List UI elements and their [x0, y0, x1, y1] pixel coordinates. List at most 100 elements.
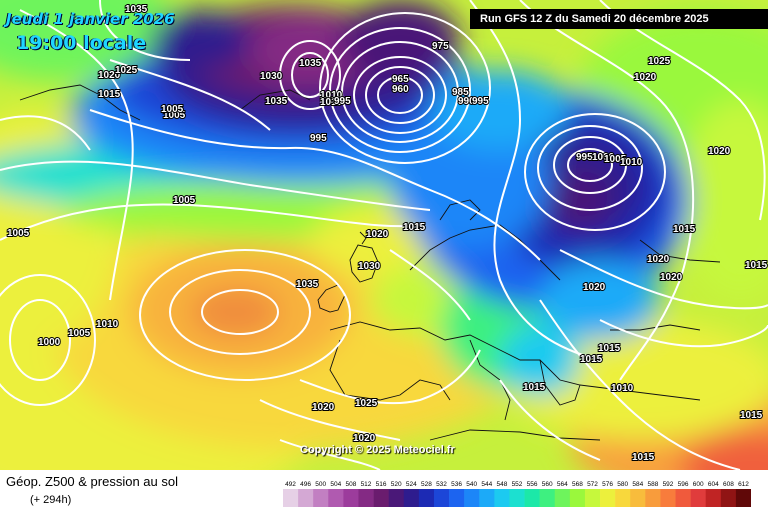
scale-color-swatch	[524, 489, 540, 507]
isobar-label: 1010	[320, 90, 343, 101]
scale-tick-label: 532	[436, 481, 447, 488]
scale-tick-label: 564	[557, 481, 568, 488]
isobar-label: 1020	[353, 433, 376, 444]
scale-color-swatch	[660, 489, 676, 507]
scale-tick-label: 588	[647, 481, 658, 488]
isobar-label: 1035	[296, 279, 319, 290]
scale-color-swatch	[283, 489, 299, 507]
scale-tick-label: 568	[572, 481, 583, 488]
scale-color-swatch	[343, 489, 359, 507]
isobar-label: 995	[334, 96, 351, 107]
isobar-label: 1000	[592, 152, 615, 163]
weather-map: 1035102010251015100510051005100010051010…	[0, 0, 768, 470]
isobar-label: 1005	[604, 154, 627, 165]
isobar-label: 1010	[320, 97, 343, 108]
scale-color-swatch	[615, 489, 631, 507]
isobar-label: 1030	[260, 71, 283, 82]
scale-color-swatch	[298, 489, 314, 507]
scale-tick-label: 572	[587, 481, 598, 488]
geopotential-color-scale: 492 496 500 504 508 512 516 520 524 528 532 536 540 5…	[283, 481, 751, 507]
scale-color-swatch	[358, 489, 374, 507]
scale-color-swatch	[388, 489, 405, 507]
scale-tick-label: 536	[451, 481, 462, 488]
scale-tick-label: 528	[421, 481, 432, 488]
isobar-label: 995	[310, 133, 327, 144]
isobar-label: 965	[392, 74, 409, 85]
valid-time: 19:00 locale	[16, 32, 147, 54]
scale-tick-label: 556	[527, 481, 538, 488]
scale-tick-label: 576	[602, 481, 613, 488]
scale-tick-label: 596	[678, 481, 689, 488]
scale-color-swatch	[720, 489, 737, 507]
scale-tick-label: 552	[512, 481, 523, 488]
isobar-label: 1025	[355, 398, 378, 409]
scale-color-swatch	[433, 489, 450, 507]
pressure-labels: 1035102010251015100510051005100010051010…	[6, 3, 768, 464]
scale-color-swatch	[509, 489, 525, 507]
scale-tick-label: 540	[466, 481, 477, 488]
scale-color-swatch	[735, 489, 751, 507]
isobar-label: 1010	[611, 383, 634, 394]
isobar-label: 1015	[580, 354, 603, 365]
isobars	[0, 0, 768, 470]
isobar-label: 975	[432, 41, 449, 52]
scale-tick-label: 584	[632, 481, 643, 488]
isobar-label: 1005	[7, 228, 30, 239]
scale-tick-label: 508	[345, 481, 356, 488]
scale-tick-label: 492	[285, 481, 296, 488]
isobar-label: 1015	[745, 260, 768, 271]
scale-tick-label: 604	[708, 481, 719, 488]
scale-color-swatch	[584, 489, 601, 507]
scale-color-swatch	[418, 489, 435, 507]
isobar-label: 1010	[620, 157, 643, 168]
isobar-label: 1030	[358, 261, 381, 272]
isobar-label: 990	[458, 96, 475, 107]
isobar-label: 1015	[740, 410, 763, 421]
chart-title: Géop. Z500 & pression au sol	[6, 474, 178, 489]
isobar-label: 1020	[312, 402, 335, 413]
isobar-label: 1025	[648, 56, 671, 67]
valid-date: Jeudi 1 janvier 2026	[6, 10, 175, 28]
isobar-label: 1025	[115, 65, 138, 76]
isobar-label: 1010	[96, 319, 119, 330]
scale-color-swatch	[630, 489, 646, 507]
scale-tick-label: 560	[542, 481, 553, 488]
isobar-label: 1035	[265, 96, 288, 107]
scale-color-swatch	[705, 489, 722, 507]
scale-tick-label: 600	[693, 481, 704, 488]
isobar-label: 1015	[632, 452, 655, 463]
scale-tick-label: 524	[406, 481, 417, 488]
scale-color-swatch	[539, 489, 556, 507]
isobar-label: 1005	[173, 195, 196, 206]
isobar-label: 1020	[660, 272, 683, 283]
scale-color-swatch	[554, 489, 571, 507]
scale-tick-label: 612	[738, 481, 749, 488]
isobar-label: 1015	[98, 89, 121, 100]
isobar-label: 1005	[68, 328, 91, 339]
scale-tick-label: 544	[481, 481, 492, 488]
scale-color-swatch	[373, 489, 389, 507]
isobar-label: 995	[576, 152, 593, 163]
scale-tick-label: 500	[315, 481, 326, 488]
scale-color-swatch	[645, 489, 661, 507]
isobar-label: 1020	[98, 70, 121, 81]
scale-color-swatch	[464, 489, 480, 507]
scale-tick-label: 520	[391, 481, 402, 488]
isobar-label: 1000	[38, 337, 61, 348]
isobar-label: 960	[392, 84, 409, 95]
scale-color-swatch	[675, 489, 691, 507]
scale-tick-label: 548	[496, 481, 507, 488]
model-run-label: Run GFS 12 Z du Samedi 20 décembre 2025	[470, 9, 768, 29]
isobar-label: 1035	[299, 58, 322, 69]
scale-color-swatch	[569, 489, 586, 507]
scale-tick-label: 592	[663, 481, 674, 488]
isobar-label: 1020	[647, 254, 670, 265]
isobar-label: 995	[472, 96, 489, 107]
isobar-label: 1035	[125, 4, 148, 15]
scale-color-swatch	[690, 489, 707, 507]
scale-tick-label: 516	[376, 481, 387, 488]
scale-color-swatch	[449, 489, 465, 507]
isobar-label: 1005	[161, 104, 184, 115]
scale-color-swatch	[328, 489, 344, 507]
